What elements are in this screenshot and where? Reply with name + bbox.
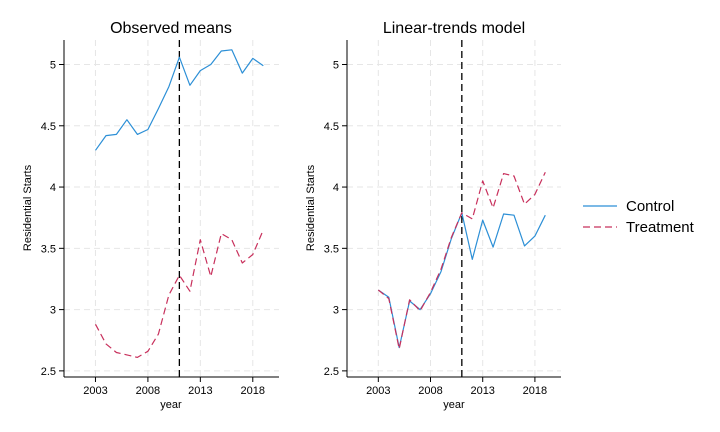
- y-tick-label: 2.5: [324, 366, 339, 378]
- x-tick-label: 2013: [470, 385, 494, 397]
- y-tick-label: 4.5: [41, 121, 56, 133]
- x-axis-label: year: [160, 399, 182, 411]
- y-tick-label: 5: [50, 60, 56, 72]
- x-tick-label: 2003: [366, 385, 390, 397]
- y-tick-label: 3: [333, 305, 339, 317]
- panel-linear-trends-model: Linear-trends model 2.5 3 3.5 4 4.5 5 2003 200…: [305, 20, 561, 411]
- y-tick-label: 4: [333, 182, 339, 194]
- y-tick-label: 3.5: [41, 243, 56, 255]
- y-tick-label: 5: [333, 60, 339, 72]
- y-tick-label: 4.5: [324, 121, 339, 133]
- y-tick-label: 3.5: [324, 243, 339, 255]
- x-tick-label: 2018: [241, 385, 265, 397]
- legend: Control Treatment: [583, 198, 695, 236]
- panel-observed-means: Observed means 2.5 3 3.5 4 4.5 5 2003 2008 2013…: [22, 20, 279, 411]
- legend-label-treatment: Treatment: [626, 219, 695, 236]
- x-tick-label: 2008: [136, 385, 160, 397]
- series-line-treatment: [377, 172, 546, 350]
- y-tick-label: 4: [50, 182, 56, 194]
- series-line-control: [95, 49, 264, 151]
- x-tick-label: 2018: [523, 385, 547, 397]
- y-axis-label: Residential Starts: [305, 164, 317, 251]
- y-tick-label: 2.5: [41, 366, 56, 378]
- y-tick-label: 3: [50, 305, 56, 317]
- panel-title: Observed means: [110, 20, 232, 37]
- x-tick-label: 2003: [83, 385, 107, 397]
- x-axis-label: year: [443, 399, 465, 411]
- legend-label-control: Control: [626, 198, 674, 215]
- x-tick-label: 2008: [418, 385, 442, 397]
- y-axis-label: Residential Starts: [22, 164, 34, 251]
- panel-title: Linear-trends model: [383, 20, 525, 37]
- x-tick-label: 2013: [188, 385, 212, 397]
